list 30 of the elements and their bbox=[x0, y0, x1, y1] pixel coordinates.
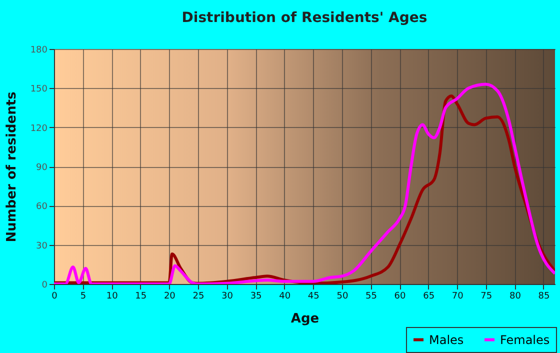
y-tick-label: 180 bbox=[30, 46, 48, 56]
y-tick-label: 150 bbox=[30, 84, 48, 95]
x-tick-label: 60 bbox=[394, 292, 406, 302]
x-tick-label: 65 bbox=[423, 292, 435, 302]
y-axis-title: Number of residents bbox=[4, 91, 20, 242]
y-tick-label: 60 bbox=[36, 202, 48, 212]
x-tick-label: 25 bbox=[192, 292, 204, 302]
x-tick-label: 35 bbox=[250, 292, 262, 302]
x-tick-label: 80 bbox=[509, 292, 522, 302]
y-tick-label: 90 bbox=[36, 163, 48, 173]
x-tick-label: 40 bbox=[279, 292, 291, 302]
x-tick-label: 75 bbox=[480, 292, 492, 302]
chart-title: Distribution of Residents' Ages bbox=[182, 10, 428, 26]
y-tick-label: 30 bbox=[36, 241, 48, 252]
y-tick-label: 0 bbox=[42, 280, 48, 290]
x-tick-label: 0 bbox=[52, 292, 58, 302]
x-tick-label: 70 bbox=[452, 292, 464, 302]
x-tick-label: 5 bbox=[80, 292, 86, 302]
x-tick-label: 10 bbox=[106, 292, 118, 302]
x-tick-label: 85 bbox=[538, 292, 550, 302]
x-tick-label: 50 bbox=[336, 292, 348, 302]
x-tick-label: 15 bbox=[135, 292, 147, 302]
x-tick-label: 20 bbox=[164, 292, 176, 302]
x-axis-title: Age bbox=[290, 312, 320, 326]
x-tick-label: 30 bbox=[222, 292, 234, 302]
x-tick-label: 55 bbox=[366, 292, 377, 302]
legend-label: Males bbox=[429, 332, 464, 347]
x-tick-label: 45 bbox=[308, 292, 320, 302]
y-tick-label: 120 bbox=[30, 124, 48, 134]
legend-label: Females bbox=[500, 332, 550, 347]
